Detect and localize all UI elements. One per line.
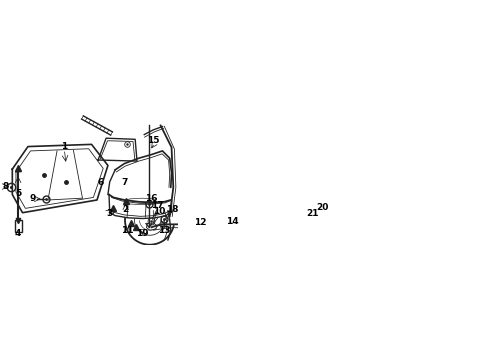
- Text: 11: 11: [121, 226, 133, 235]
- Text: 19: 19: [136, 229, 148, 238]
- Text: 4: 4: [15, 229, 21, 238]
- Text: 7: 7: [121, 179, 127, 188]
- Text: 3: 3: [106, 209, 112, 218]
- Text: 18: 18: [165, 205, 178, 214]
- Bar: [300, 206, 314, 216]
- Text: 16: 16: [145, 194, 158, 203]
- Text: 14: 14: [226, 217, 239, 226]
- Text: 9: 9: [29, 194, 36, 203]
- Text: 5: 5: [15, 189, 21, 198]
- Text: 17: 17: [150, 201, 163, 210]
- Text: 21: 21: [305, 209, 318, 218]
- Text: 10: 10: [152, 207, 164, 216]
- Text: 20: 20: [316, 203, 328, 212]
- Bar: [305, 202, 325, 217]
- Bar: [15, 220, 22, 231]
- Text: 12: 12: [193, 219, 206, 228]
- Text: 6: 6: [97, 179, 103, 188]
- Text: 13: 13: [158, 226, 170, 235]
- Text: 1: 1: [61, 142, 67, 151]
- Text: 15: 15: [147, 136, 159, 145]
- Text: 2: 2: [122, 205, 128, 214]
- Text: 8: 8: [2, 182, 9, 191]
